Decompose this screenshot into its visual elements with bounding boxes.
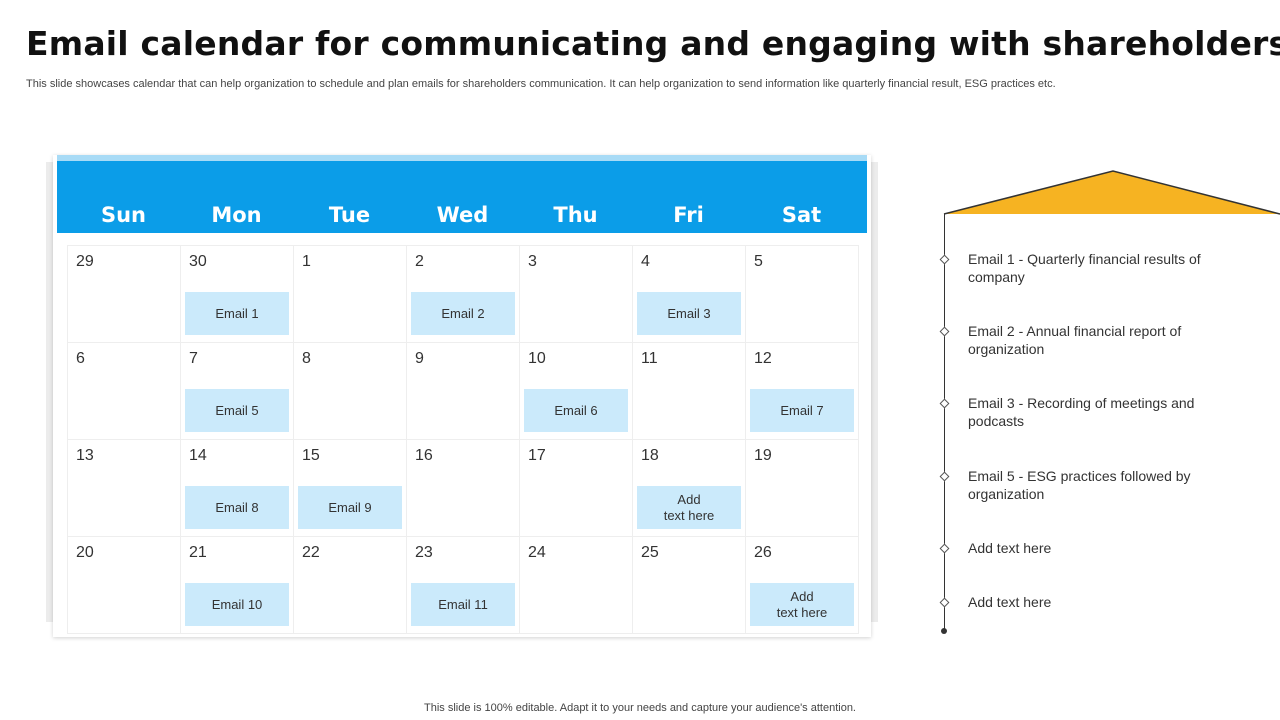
day-header-sat: Sat — [781, 203, 822, 227]
calendar-day-cell[interactable]: 26 Add text here — [746, 537, 859, 634]
day-number: 8 — [302, 350, 311, 367]
legend-item: Email 5 - ESG practices followed by orga… — [968, 468, 1191, 502]
calendar-day-cell[interactable]: 29 — [68, 246, 181, 343]
legend-diamond-icon — [939, 326, 950, 337]
day-header-fri: Fri — [673, 203, 704, 227]
day-number: 7 — [189, 350, 198, 367]
day-header-tue: Tue — [328, 203, 371, 227]
slide-title: Email calendar for communicating and eng… — [26, 24, 1280, 63]
calendar-day-cell[interactable]: 7 Email 5 — [181, 343, 294, 440]
legend-item: Email 1 - Quarterly financial results of… — [968, 251, 1201, 285]
email-event-tag[interactable]: Email 1 — [185, 292, 289, 335]
email-event-tag[interactable]: Add text here — [637, 486, 741, 529]
day-number: 29 — [76, 253, 94, 270]
calendar-day-cell[interactable]: 22 — [294, 537, 407, 634]
day-number: 17 — [528, 447, 546, 464]
calendar-day-cell[interactable]: 15 Email 9 — [294, 440, 407, 537]
calendar-day-cell[interactable]: 11 — [633, 343, 746, 440]
email-event-tag[interactable]: Email 9 — [298, 486, 402, 529]
day-header-thu: Thu — [553, 203, 598, 227]
day-number: 19 — [754, 447, 772, 464]
day-number: 10 — [528, 350, 546, 367]
email-event-tag[interactable]: Email 7 — [750, 389, 854, 432]
calendar-day-cell[interactable]: 19 — [746, 440, 859, 537]
calendar-day-cell[interactable]: 13 — [68, 440, 181, 537]
legend-diamond-icon — [939, 597, 950, 608]
day-number: 1 — [302, 253, 311, 270]
calendar-day-cell[interactable]: 4 Email 3 — [633, 246, 746, 343]
legend-diamond-icon — [939, 398, 950, 409]
day-number: 15 — [302, 447, 320, 464]
legend-item: Email 3 - Recording of meetings and podc… — [968, 395, 1195, 429]
calendar-day-cell[interactable]: 1 — [294, 246, 407, 343]
day-number: 23 — [415, 544, 433, 561]
calendar-day-cell[interactable]: 16 — [407, 440, 520, 537]
day-number: 5 — [754, 253, 763, 270]
day-number: 2 — [415, 253, 424, 270]
calendar-header: Sun Mon Tue Wed Thu Fri Sat — [57, 155, 867, 233]
calendar-day-cell[interactable]: 3 — [520, 246, 633, 343]
calendar-day-cell[interactable]: 30 Email 1 — [181, 246, 294, 343]
email-event-tag[interactable]: Add text here — [750, 583, 854, 626]
email-event-tag[interactable]: Email 5 — [185, 389, 289, 432]
calendar-day-cell[interactable]: 5 — [746, 246, 859, 343]
calendar: Sun Mon Tue Wed Thu Fri Sat 29 30 Email 1 1 2 Email… — [53, 155, 871, 637]
day-number: 11 — [641, 350, 658, 367]
calendar-day-cell[interactable]: 2 Email 2 — [407, 246, 520, 343]
day-number: 26 — [754, 544, 772, 561]
day-number: 6 — [76, 350, 85, 367]
calendar-day-cell[interactable]: 10 Email 6 — [520, 343, 633, 440]
email-event-tag[interactable]: Email 6 — [524, 389, 628, 432]
email-event-tag[interactable]: Email 3 — [637, 292, 741, 335]
legend-diamond-icon — [939, 254, 950, 265]
day-number: 25 — [641, 544, 659, 561]
day-header-sun: Sun — [100, 203, 147, 227]
legend-diamond-icon — [939, 471, 950, 482]
legend-item: Add text here — [968, 594, 1052, 610]
day-number: 12 — [754, 350, 772, 367]
email-event-tag[interactable]: Email 2 — [411, 292, 515, 335]
slide-subtitle: This slide showcases calendar that can h… — [26, 78, 1056, 90]
day-number: 22 — [302, 544, 320, 561]
day-number: 4 — [641, 253, 650, 270]
calendar-day-cell[interactable]: 12 Email 7 — [746, 343, 859, 440]
day-number: 18 — [641, 447, 659, 464]
day-header-mon: Mon — [211, 203, 262, 227]
calendar-day-cell[interactable]: 14 Email 8 — [181, 440, 294, 537]
legend-diamond-icon — [939, 543, 950, 554]
calendar-day-cell[interactable]: 8 — [294, 343, 407, 440]
timeline-end-dot — [941, 628, 947, 634]
email-event-tag[interactable]: Email 8 — [185, 486, 289, 529]
legend-timeline — [944, 214, 945, 632]
email-event-tag[interactable]: Email 11 — [411, 583, 515, 626]
calendar-day-cell[interactable]: 20 — [68, 537, 181, 634]
day-number: 24 — [528, 544, 546, 561]
legend-roof-icon — [943, 170, 1280, 215]
calendar-day-cell[interactable]: 18 Add text here — [633, 440, 746, 537]
day-number: 9 — [415, 350, 424, 367]
day-number: 13 — [76, 447, 94, 464]
day-number: 3 — [528, 253, 537, 270]
calendar-day-cell[interactable]: 6 — [68, 343, 181, 440]
calendar-day-cell[interactable]: 23 Email 11 — [407, 537, 520, 634]
calendar-day-cell[interactable]: 24 — [520, 537, 633, 634]
legend-item: Email 2 - Annual financial report of org… — [968, 323, 1182, 357]
day-number: 14 — [189, 447, 207, 464]
day-number: 30 — [189, 253, 207, 270]
calendar-day-cell[interactable]: 17 — [520, 440, 633, 537]
calendar-day-cell[interactable]: 9 — [407, 343, 520, 440]
day-header-wed: Wed — [436, 203, 489, 227]
day-number: 20 — [76, 544, 94, 561]
legend-item: Add text here — [968, 540, 1052, 556]
calendar-day-cell[interactable]: 25 — [633, 537, 746, 634]
email-event-tag[interactable]: Email 10 — [185, 583, 289, 626]
calendar-day-cell[interactable]: 21 Email 10 — [181, 537, 294, 634]
day-number: 16 — [415, 447, 433, 464]
day-number: 21 — [189, 544, 207, 561]
footer-note: This slide is 100% editable. Adapt it to… — [424, 702, 856, 714]
